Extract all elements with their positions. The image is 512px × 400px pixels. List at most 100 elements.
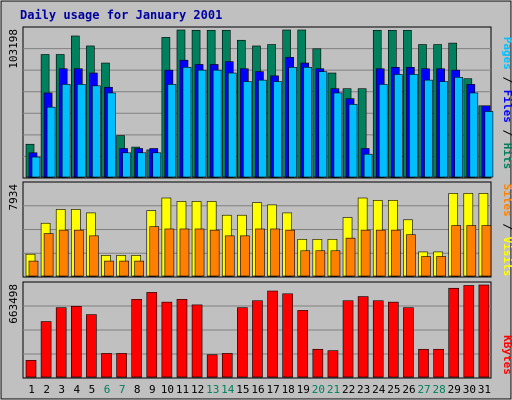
bar-kbytes-day-25: [388, 301, 399, 378]
bar-pages-day-12: [197, 69, 207, 178]
bar-pages-day-13: [212, 69, 222, 178]
bar-pages-day-1: [31, 156, 41, 178]
bar-pages-day-6: [107, 92, 116, 178]
bar-kbytes-day-1: [25, 360, 37, 378]
bar-kbytes-day-17: [267, 290, 278, 378]
legend-separator: /: [501, 217, 512, 237]
x-tick-label-day-9: 9: [149, 383, 156, 396]
bar-kbytes-day-3: [55, 307, 67, 378]
bar-sites-day-17: [270, 228, 280, 277]
x-tick-label-day-4: 4: [74, 383, 81, 396]
bar-pages-day-9: [152, 152, 162, 178]
bar-pages-day-2: [46, 106, 56, 178]
bar-sites-day-25: [391, 229, 401, 277]
bar-pages-day-31: [484, 111, 494, 178]
bar-sites-day-28: [436, 256, 446, 277]
x-tick-label-day-13: 13: [206, 383, 219, 396]
x-tick-label-day-10: 10: [161, 383, 174, 396]
panel-middle-max-label: 7934: [7, 184, 20, 211]
bar-pages-day-19: [303, 67, 313, 178]
bar-sites-day-22: [345, 237, 356, 277]
x-tick-label-day-5: 5: [89, 383, 96, 396]
bar-pages-day-14: [227, 72, 237, 178]
bar-sites-day-12: [194, 228, 205, 277]
bar-sites-day-1: [28, 260, 39, 277]
bar-kbytes-day-9: [146, 292, 158, 378]
bar-pages-day-3: [61, 84, 71, 178]
x-tick-label-day-21: 21: [327, 383, 340, 396]
legend-sites: Sites: [501, 184, 512, 217]
x-tick-label-day-30: 30: [463, 383, 476, 396]
x-tick-label-day-8: 8: [134, 383, 141, 396]
bar-sites-day-16: [255, 228, 265, 277]
bar-pages-day-8: [137, 152, 146, 178]
bar-kbytes-day-30: [463, 285, 475, 378]
bar-pages-day-25: [394, 74, 403, 178]
legend-kbytes: KBytes: [501, 335, 512, 375]
bar-sites-day-9: [149, 226, 160, 277]
bar-sites-day-24: [375, 229, 386, 277]
bar-sites-day-6: [104, 260, 114, 277]
bar-kbytes-day-8: [131, 299, 142, 378]
bar-pages-day-7: [122, 152, 131, 178]
bar-kbytes-day-7: [116, 353, 127, 378]
bar-pages-day-22: [348, 104, 358, 178]
bar-kbytes-day-26: [403, 307, 414, 378]
bar-kbytes-day-15: [237, 307, 248, 378]
bar-sites-day-23: [360, 229, 371, 277]
legend-separator: /: [501, 70, 512, 90]
bar-kbytes-day-12: [191, 304, 203, 378]
bar-sites-day-2: [43, 233, 54, 277]
x-tick-label-day-11: 11: [176, 383, 189, 396]
bar-sites-day-20: [315, 250, 326, 277]
bar-sites-day-14: [224, 235, 235, 277]
bar-pages-day-18: [288, 67, 297, 178]
bar-sites-day-15: [240, 235, 250, 277]
legend-files: Files: [501, 90, 512, 123]
bar-kbytes-day-5: [86, 314, 97, 378]
bar-sites-day-7: [119, 260, 129, 277]
x-tick-label-day-2: 2: [43, 383, 50, 396]
bar-pages-day-28: [439, 81, 448, 178]
x-tick-label-day-18: 18: [282, 383, 295, 396]
x-tick-label-day-28: 28: [433, 383, 446, 396]
bar-pages-day-26: [409, 74, 418, 178]
bar-kbytes-day-22: [342, 300, 354, 378]
legend-top: Pages / Files / Hits: [501, 37, 512, 170]
bar-pages-day-5: [92, 85, 101, 178]
bar-sites-day-26: [406, 234, 416, 277]
x-tick-label-day-6: 6: [104, 383, 111, 396]
bar-sites-day-13: [209, 229, 220, 277]
bar-kbytes-day-20: [312, 348, 324, 378]
x-tick-label-day-23: 23: [357, 383, 370, 396]
bar-pages-day-24: [378, 84, 388, 178]
bar-pages-day-16: [258, 79, 267, 178]
bar-pages-day-27: [424, 79, 433, 178]
bar-kbytes-day-10: [161, 301, 173, 378]
bar-sites-day-3: [58, 229, 69, 277]
legend-visits: Visits: [501, 237, 512, 277]
bar-sites-day-5: [89, 235, 99, 277]
bar-kbytes-day-2: [40, 321, 52, 378]
bar-kbytes-day-24: [372, 300, 384, 378]
bar-kbytes-day-21: [327, 350, 339, 378]
x-tick-label-day-16: 16: [251, 383, 264, 396]
x-tick-label-day-25: 25: [387, 383, 400, 396]
legend-separator: /: [501, 123, 512, 143]
bar-sites-day-18: [285, 229, 295, 277]
bar-kbytes-day-4: [70, 305, 82, 378]
bar-pages-day-20: [318, 71, 328, 178]
bar-pages-day-15: [243, 81, 252, 178]
bar-sites-day-21: [330, 250, 341, 277]
bar-kbytes-day-16: [252, 300, 263, 378]
bar-kbytes-day-6: [101, 353, 112, 378]
x-tick-label-day-1: 1: [28, 383, 35, 396]
x-tick-label-day-19: 19: [297, 383, 310, 396]
x-tick-label-day-7: 7: [119, 383, 126, 396]
bar-pages-day-21: [333, 92, 343, 178]
bar-kbytes-day-29: [448, 287, 460, 378]
legend-hits: Hits: [501, 143, 512, 170]
bar-sites-day-31: [481, 225, 492, 277]
bar-pages-day-29: [454, 76, 464, 178]
